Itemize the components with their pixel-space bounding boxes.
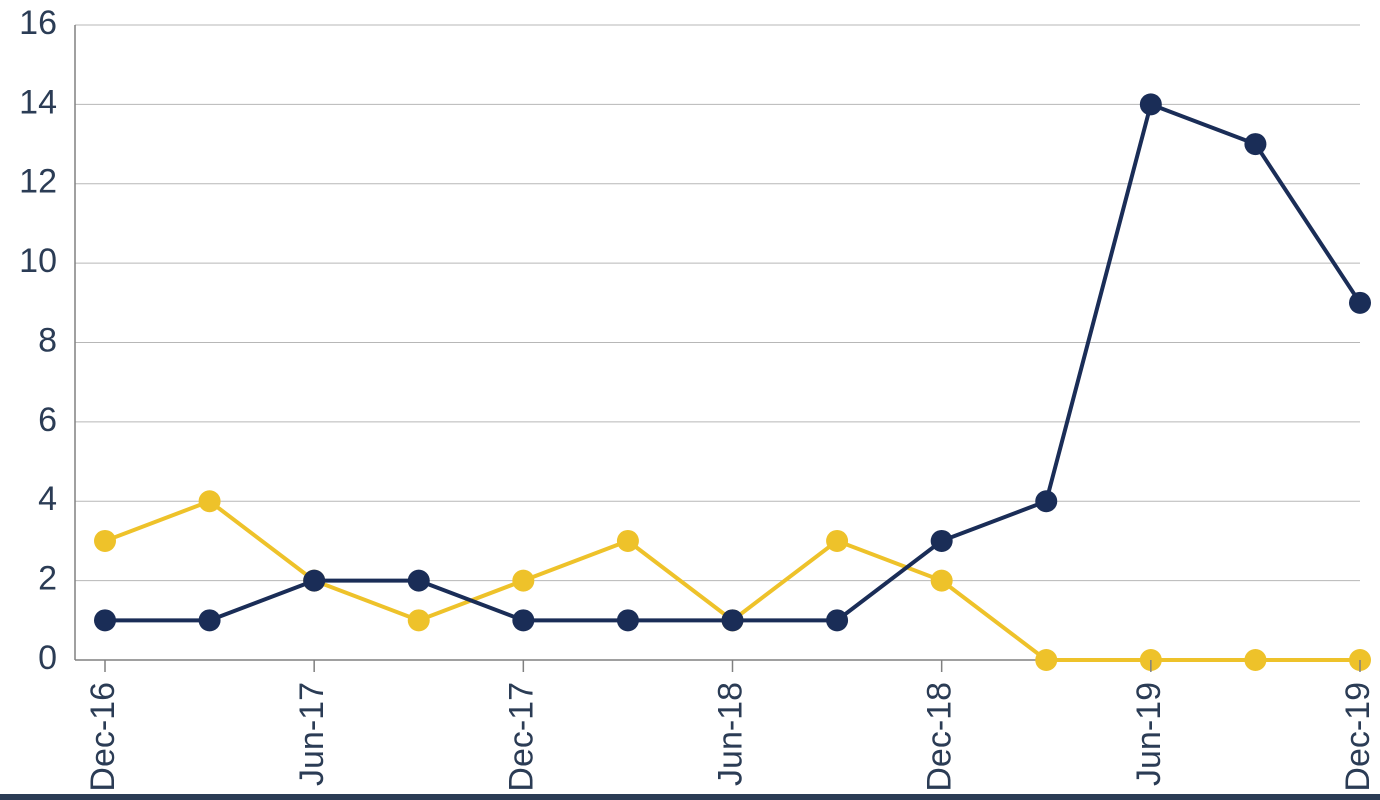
y-tick-label: 0 — [38, 639, 57, 677]
marker-series_navy — [1244, 133, 1266, 155]
marker-series_gold — [1035, 649, 1057, 671]
marker-series_navy — [303, 570, 325, 592]
y-tick-label: 14 — [19, 83, 57, 121]
marker-series_gold — [512, 570, 534, 592]
x-tick-label: Jun-19 — [1130, 682, 1168, 786]
marker-series_navy — [1035, 490, 1057, 512]
x-tick-label: Dec-18 — [921, 682, 959, 792]
marker-series_navy — [1349, 292, 1371, 314]
x-tick-label: Jun-18 — [711, 682, 749, 786]
x-tick-label: Dec-17 — [502, 682, 540, 792]
x-tick-label: Dec-19 — [1339, 682, 1377, 792]
marker-series_gold — [94, 530, 116, 552]
marker-series_gold — [408, 609, 430, 631]
marker-series_navy — [408, 570, 430, 592]
marker-series_gold — [826, 530, 848, 552]
x-tick-label: Jun-17 — [293, 682, 331, 786]
y-tick-label: 10 — [19, 242, 57, 280]
marker-series_gold — [931, 570, 953, 592]
marker-series_navy — [199, 609, 221, 631]
marker-series_navy — [512, 609, 534, 631]
y-tick-label: 12 — [19, 163, 57, 201]
y-tick-label: 6 — [38, 401, 57, 439]
line-chart: 0 2 4 6 8 10 12 14 16 Dec-16 Jun-17 Dec-17 Jun-18 Dec… — [0, 0, 1380, 800]
y-tick-label: 8 — [38, 321, 57, 359]
y-tick-label: 2 — [38, 560, 57, 598]
marker-series_navy — [826, 609, 848, 631]
series-line-series_navy — [105, 104, 1360, 620]
y-tick-label: 16 — [19, 4, 57, 42]
x-tick-label: Dec-16 — [84, 682, 122, 792]
marker-series_navy — [931, 530, 953, 552]
marker-series_navy — [94, 609, 116, 631]
marker-series_gold — [1244, 649, 1266, 671]
marker-series_navy — [617, 609, 639, 631]
marker-series_navy — [1140, 93, 1162, 115]
marker-series_gold — [199, 490, 221, 512]
chart-svg: 0 2 4 6 8 10 12 14 16 Dec-16 Jun-17 Dec-17 Jun-18 Dec… — [0, 0, 1380, 800]
marker-series_gold — [617, 530, 639, 552]
marker-series_navy — [722, 609, 744, 631]
y-tick-label: 4 — [38, 480, 57, 518]
